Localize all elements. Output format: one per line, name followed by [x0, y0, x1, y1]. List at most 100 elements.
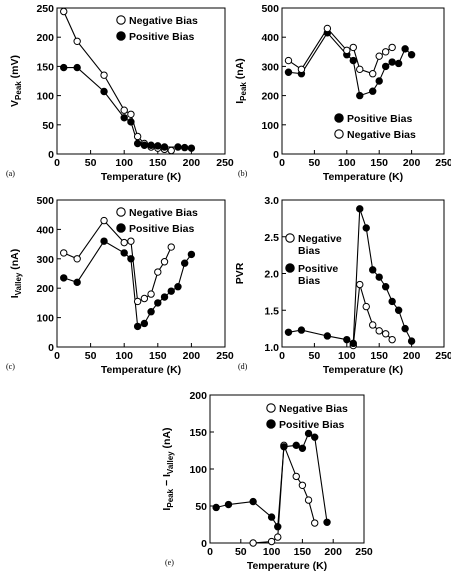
positive-bias-point — [381, 62, 390, 71]
negative-bias-point — [147, 290, 155, 298]
positive-bias-point — [167, 287, 175, 295]
panel-c: 0 50 100 150 200 250 0 100 200 300 400 500 Temperatu… — [6, 195, 234, 376]
x-tick-label: 50 — [309, 157, 321, 169]
plot-frame — [56, 7, 226, 155]
positive-bias-point — [401, 45, 409, 53]
positive-bias-point — [180, 143, 189, 152]
legend-marker — [285, 233, 295, 243]
y-tick-label: 1.0 — [264, 342, 279, 354]
positive-bias-point — [154, 299, 162, 307]
x-tick-label: 200 — [324, 546, 342, 558]
x-axis-label: Temperature (K) — [323, 171, 403, 183]
legend-label: Negative Bias — [279, 403, 348, 415]
negative-bias-point — [167, 243, 175, 251]
negative-bias-point — [284, 56, 293, 65]
x-tick-label: 100 — [338, 157, 356, 169]
positive-bias-point — [249, 497, 257, 506]
positive-bias-point — [323, 518, 331, 526]
positive-bias-point — [356, 91, 364, 100]
panel-label: (a) — [6, 169, 15, 178]
negative-bias-point — [73, 37, 81, 45]
y-tick-label: 200 — [36, 32, 54, 44]
y-tick-label: 200 — [189, 390, 207, 402]
x-tick-label: 100 — [338, 350, 356, 362]
negative-bias-point — [388, 335, 396, 344]
x-tick-label: 250 — [355, 546, 373, 558]
negative-bias-point — [127, 110, 135, 118]
positive-bias-point — [120, 249, 128, 257]
negative-bias-point — [388, 43, 396, 52]
positive-bias-point — [407, 51, 416, 59]
legend-marker — [334, 113, 344, 123]
positive-bias-point — [349, 339, 357, 348]
x-tick-label: 150 — [149, 157, 167, 169]
x-tick-label: 100 — [263, 546, 281, 558]
positive-bias-point — [349, 56, 357, 65]
legend-label: Positive Bias — [129, 31, 195, 43]
negative-bias-point — [120, 106, 128, 114]
y-tick-label: 300 — [261, 61, 279, 73]
positive-bias-point — [323, 332, 332, 340]
positive-bias-point — [298, 444, 307, 452]
y-tick-label: 250 — [36, 3, 54, 15]
positive-bias-point — [401, 324, 409, 333]
positive-bias-point — [180, 259, 189, 267]
negative-bias-point — [375, 327, 383, 335]
y-tick-label: 2.5 — [264, 232, 279, 244]
panel-a: 0 50 100 150 200 250 0 50 100 150 200 250 Temperatur… — [6, 3, 234, 183]
positive-bias-point — [154, 142, 162, 150]
series-line — [63, 67, 192, 149]
x-tick-label: 50 — [309, 350, 321, 362]
y-tick-label: 100 — [36, 91, 54, 103]
positive-bias-point — [381, 283, 390, 291]
legend-label: Negative Bias — [129, 15, 198, 27]
positive-bias-point — [60, 63, 68, 72]
y-tick-label: 1.5 — [264, 305, 279, 317]
y-tick-label: 150 — [36, 61, 54, 73]
y-tick-label: 50 — [195, 501, 207, 513]
negative-bias-point — [381, 48, 390, 56]
positive-bias-point — [127, 255, 135, 263]
series-line — [253, 445, 316, 544]
legend-marker — [116, 15, 126, 25]
negative-bias-point — [356, 280, 364, 289]
y-axis-label: VPeak (mV) — [9, 55, 23, 107]
x-tick-label: 150 — [370, 157, 388, 169]
y-tick-label: 0 — [48, 149, 54, 161]
x-tick-label: 250 — [435, 157, 451, 169]
positive-bias-point — [187, 250, 196, 259]
positive-bias-point — [133, 139, 142, 148]
positive-bias-point — [224, 500, 233, 509]
negative-bias-point — [100, 216, 108, 225]
positive-bias-point — [388, 58, 396, 66]
positive-bias-point — [160, 293, 169, 301]
x-tick-label: 150 — [370, 350, 388, 362]
panel-e: 0 50 100 150 200 250 0 50 100 150 200 Temperature (… — [161, 390, 373, 571]
x-tick-label: 0 — [279, 157, 285, 169]
x-tick-label: 250 — [216, 157, 234, 169]
negative-bias-point — [304, 496, 313, 504]
negative-bias-point — [140, 294, 149, 303]
legend-marker — [266, 403, 276, 413]
positive-bias-point — [147, 141, 155, 149]
positive-bias-point — [140, 319, 149, 328]
negative-bias-point — [120, 238, 128, 247]
x-axis-label: Temperature (K) — [101, 171, 181, 183]
y-axis-label: PVR — [234, 262, 246, 284]
x-tick-label: 150 — [149, 350, 167, 362]
positive-bias-point — [174, 283, 182, 291]
negative-bias-point — [60, 7, 68, 16]
positive-bias-point — [343, 335, 351, 344]
panel-label: (e) — [165, 558, 174, 567]
negative-bias-point — [298, 481, 307, 489]
y-tick-label: 100 — [36, 313, 54, 325]
y-tick-label: 300 — [36, 254, 54, 266]
negative-bias-point — [297, 65, 306, 74]
y-axis-label: IPeak − IValley (nA) — [161, 427, 175, 510]
legend-label: Negative Bias — [347, 129, 416, 141]
y-tick-label: 150 — [189, 427, 207, 439]
y-tick-label: 0 — [201, 538, 207, 550]
positive-bias-point — [267, 513, 276, 521]
x-axis-label: Temperature (K) — [247, 560, 327, 571]
